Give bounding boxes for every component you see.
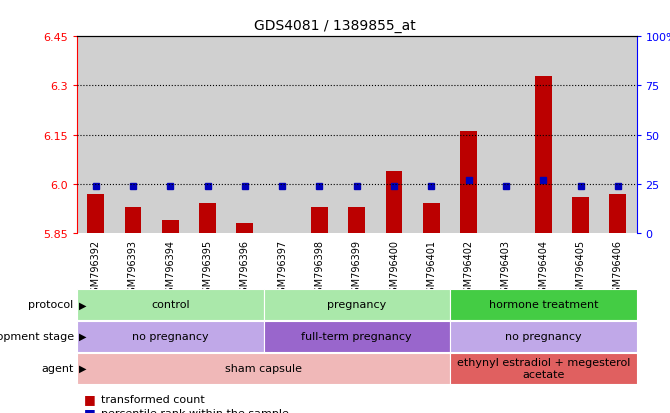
Text: sham capsule: sham capsule — [225, 363, 302, 373]
Bar — [162, 220, 179, 233]
Bar — [125, 207, 141, 233]
Bar — [610, 194, 626, 233]
Bar — [115, 37, 151, 233]
Text: protocol: protocol — [28, 299, 74, 310]
Text: percentile rank within the sample: percentile rank within the sample — [100, 408, 288, 413]
Text: no pregnancy: no pregnancy — [505, 331, 582, 342]
Text: ethynyl estradiol + megesterol
acetate: ethynyl estradiol + megesterol acetate — [456, 357, 630, 379]
Bar — [487, 37, 525, 233]
Bar — [450, 37, 487, 233]
Bar — [348, 207, 365, 233]
Text: full-term pregnancy: full-term pregnancy — [302, 331, 412, 342]
Bar — [301, 37, 338, 233]
Text: agent: agent — [42, 363, 74, 373]
Bar — [263, 289, 450, 320]
Bar — [338, 37, 375, 233]
Bar — [77, 289, 263, 320]
Bar — [77, 353, 450, 384]
Bar — [450, 353, 636, 384]
Bar — [189, 37, 226, 233]
Bar — [226, 37, 263, 233]
Text: GDS4081 / 1389855_at: GDS4081 / 1389855_at — [254, 19, 416, 33]
Text: hormone treatment: hormone treatment — [488, 299, 598, 310]
Bar — [77, 321, 263, 352]
Bar — [599, 37, 636, 233]
Bar — [263, 321, 450, 352]
Bar — [450, 289, 636, 320]
Bar — [572, 197, 589, 233]
Bar — [237, 223, 253, 233]
Text: ■: ■ — [84, 406, 96, 413]
Text: ▶: ▶ — [79, 331, 86, 342]
Text: pregnancy: pregnancy — [327, 299, 387, 310]
Bar — [87, 194, 104, 233]
Bar — [375, 37, 413, 233]
Bar — [525, 37, 562, 233]
Text: transformed count: transformed count — [100, 394, 204, 404]
Bar — [77, 37, 115, 233]
Bar — [263, 37, 301, 233]
Bar — [535, 76, 551, 233]
Bar — [199, 204, 216, 233]
Text: ■: ■ — [84, 392, 96, 406]
Bar — [151, 37, 189, 233]
Bar — [562, 37, 599, 233]
Text: no pregnancy: no pregnancy — [132, 331, 208, 342]
Text: control: control — [151, 299, 190, 310]
Bar — [311, 207, 328, 233]
Bar — [386, 171, 403, 233]
Bar — [274, 233, 291, 237]
Text: development stage: development stage — [0, 331, 74, 342]
Text: ▶: ▶ — [79, 299, 86, 310]
Text: ▶: ▶ — [79, 363, 86, 373]
Bar — [423, 204, 440, 233]
Bar — [450, 321, 636, 352]
Bar — [413, 37, 450, 233]
Bar — [460, 132, 477, 233]
